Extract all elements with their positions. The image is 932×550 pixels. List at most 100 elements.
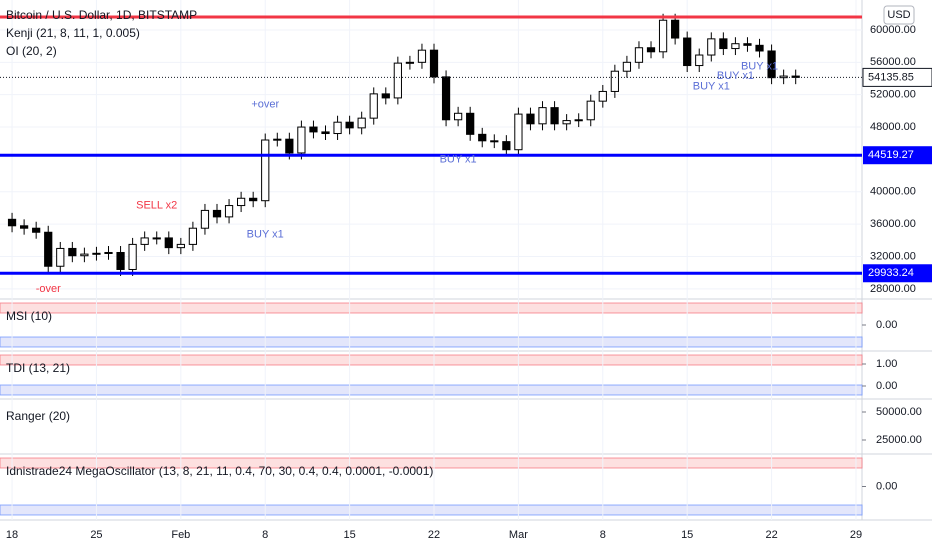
candle-body xyxy=(7,218,17,227)
level-label: 29933.24 xyxy=(868,267,914,279)
candle-body xyxy=(249,197,258,202)
candle-body xyxy=(285,138,294,154)
candle-body xyxy=(502,141,511,151)
pane-band xyxy=(0,457,863,469)
candle-body xyxy=(405,61,415,64)
x-tick-label: 15 xyxy=(343,529,355,541)
candle-body xyxy=(731,43,740,50)
candle-body xyxy=(369,93,378,119)
pane-tick-label: 0.00 xyxy=(876,380,897,392)
pane-tick-label: 25000.00 xyxy=(876,434,922,446)
candle-body xyxy=(128,243,137,270)
candle-body xyxy=(321,131,330,135)
candle-body xyxy=(80,253,89,257)
candle-body xyxy=(562,120,571,125)
indicator-panes xyxy=(0,298,932,516)
x-tick-label: 22 xyxy=(765,529,777,541)
currency-badge[interactable] xyxy=(883,5,915,25)
candle-body xyxy=(68,247,77,257)
x-tick-label: 29 xyxy=(850,529,862,541)
candle-body xyxy=(44,231,53,267)
y-tick-label: 28000.00 xyxy=(870,283,916,295)
candle-body xyxy=(454,112,463,121)
pane-title: MSI (10) xyxy=(6,309,52,323)
pane-band xyxy=(0,354,863,366)
candle-body xyxy=(116,251,125,270)
pane-band xyxy=(0,302,863,314)
candle-body xyxy=(92,252,101,255)
candle-body xyxy=(695,54,704,67)
candle-body xyxy=(719,38,728,50)
x-tick-label: Feb xyxy=(171,529,190,541)
pane-tick-label: 0.00 xyxy=(876,480,897,492)
candle-body xyxy=(683,37,692,67)
candle-body xyxy=(19,225,29,229)
candle-body xyxy=(393,62,402,99)
x-tick-label: 15 xyxy=(681,529,693,541)
candle-body xyxy=(671,19,680,39)
candle-body xyxy=(514,113,523,151)
pane-band xyxy=(0,504,863,516)
candle-body xyxy=(309,126,318,133)
signal-label: -over xyxy=(36,283,61,295)
pane-band xyxy=(0,384,863,396)
candle-body xyxy=(381,93,390,99)
y-tick-label: 32000.00 xyxy=(870,250,916,262)
candle-body xyxy=(56,247,65,267)
y-tick-label: 56000.00 xyxy=(870,56,916,68)
candle-body xyxy=(743,43,752,46)
x-tick-label: 8 xyxy=(600,529,606,541)
pane-tick-label: 0.00 xyxy=(876,319,897,331)
y-tick-label: 36000.00 xyxy=(870,218,916,230)
candle-body xyxy=(200,209,210,229)
candle-body xyxy=(429,49,439,78)
y-tick-label: 60000.00 xyxy=(870,24,916,36)
candle-body xyxy=(478,133,487,142)
x-tick-label: 8 xyxy=(262,529,268,541)
candle-body xyxy=(490,140,499,143)
candle-body xyxy=(224,205,234,218)
signal-label: BUY x1 xyxy=(717,70,754,82)
candle-body xyxy=(212,209,222,218)
chart-title: Bitcoin / U.S. Dollar, 1D, BITSTAMP xyxy=(6,8,197,22)
pane-title: Idnistrade24 MegaOscillator (13, 8, 21, … xyxy=(6,464,433,478)
candle-body xyxy=(598,90,607,102)
currency[interactable]: USD xyxy=(887,9,910,21)
candle-body xyxy=(634,47,644,63)
indicator-legend: Kenji (21, 8, 11, 1, 0.005) xyxy=(6,26,140,40)
candle-body xyxy=(237,197,246,207)
candle-body xyxy=(297,126,306,154)
level-badge xyxy=(863,146,932,165)
candle-body xyxy=(610,70,619,92)
pane-band xyxy=(0,336,863,348)
candle-body xyxy=(140,237,149,245)
signal-label: +over xyxy=(251,98,279,110)
x-tick-label: Mar xyxy=(509,529,528,541)
candle-body xyxy=(333,121,342,135)
pane-title: TDI (13, 21) xyxy=(6,361,70,375)
pane-tick-label: 1.00 xyxy=(876,358,897,370)
candle-body xyxy=(707,38,716,56)
y-tick-label: 52000.00 xyxy=(870,89,916,101)
signal-label: BUY x1 xyxy=(247,229,284,241)
candle-body xyxy=(357,117,366,129)
indicator-legend: OI (20, 2) xyxy=(6,44,57,58)
candle-body xyxy=(574,119,583,122)
level-label: 44519.27 xyxy=(868,149,914,161)
candle-body xyxy=(441,76,451,121)
last-price-label: 54135.85 xyxy=(868,71,914,83)
candle-body xyxy=(152,237,161,240)
signal-label: SELL x2 xyxy=(136,199,177,211)
candle-body xyxy=(622,61,632,72)
candle-body xyxy=(538,107,547,125)
last-price-badge xyxy=(862,67,932,87)
signal-label: BUY x1 xyxy=(741,60,778,72)
candle-body xyxy=(466,112,475,135)
candle-body xyxy=(261,139,270,202)
candle-body xyxy=(164,237,173,249)
signal-label: BUY x1 xyxy=(693,80,730,92)
y-tick-label: 48000.00 xyxy=(870,121,916,133)
candle-body xyxy=(104,251,113,254)
